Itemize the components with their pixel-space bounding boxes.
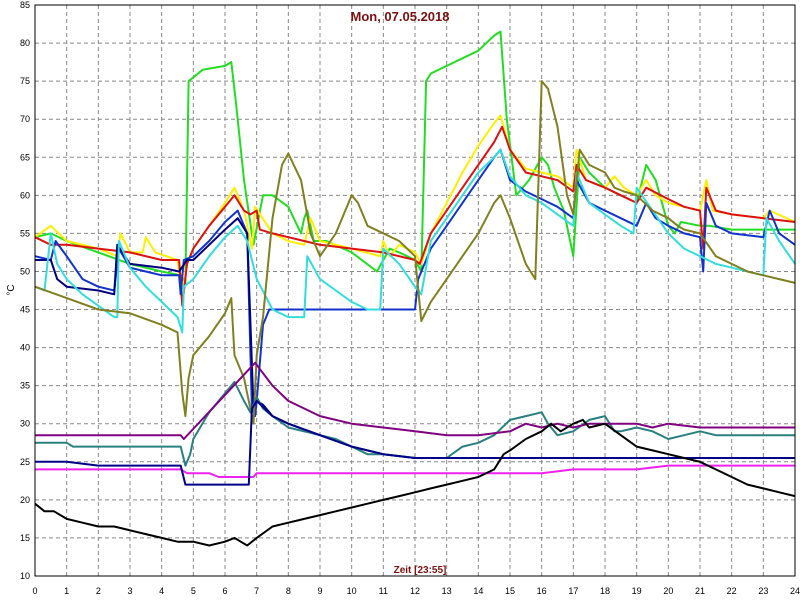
axis-ticks: 0 1 2 3 4 5 6 7 8 9 10 11 12 13 14 15 16 17 18 19 20 21 22 23 24… bbox=[20, 0, 800, 596]
x-tick-label: 13 bbox=[442, 586, 452, 596]
x-tick-label: 5 bbox=[191, 586, 196, 596]
x-tick-label: 20 bbox=[663, 586, 673, 596]
series-line-4 bbox=[34, 148, 796, 418]
y-tick-label: 60 bbox=[20, 190, 30, 200]
y-tick-label: 70 bbox=[20, 114, 30, 124]
x-tick-label: 7 bbox=[254, 586, 259, 596]
y-tick-label: 75 bbox=[20, 76, 30, 86]
x-axis-label: Zeit [23:55] bbox=[394, 565, 447, 576]
series-line-11 bbox=[35, 399, 795, 486]
y-tick-label: 50 bbox=[20, 266, 30, 276]
y-tick-label: 40 bbox=[20, 343, 30, 353]
x-tick-label: 18 bbox=[600, 586, 610, 596]
x-tick-label: 19 bbox=[632, 586, 642, 596]
x-tick-label: 12 bbox=[410, 586, 420, 596]
x-tick-label: 11 bbox=[379, 586, 388, 596]
x-tick-label: 17 bbox=[568, 586, 578, 596]
x-tick-label: 22 bbox=[727, 586, 737, 596]
series-line-9 bbox=[35, 361, 795, 440]
x-tick-label: 3 bbox=[127, 586, 132, 596]
x-tick-label: 16 bbox=[537, 586, 547, 596]
x-tick-label: 24 bbox=[790, 586, 800, 596]
y-tick-label: 80 bbox=[20, 38, 30, 48]
x-tick-label: 4 bbox=[159, 586, 164, 596]
y-tick-label: 25 bbox=[20, 457, 30, 467]
y-tick-label: 45 bbox=[20, 305, 30, 315]
x-tick-label: 21 bbox=[695, 586, 705, 596]
x-tick-label: 9 bbox=[317, 586, 322, 596]
y-tick-label: 20 bbox=[20, 495, 30, 505]
series-line-1 bbox=[34, 30, 795, 284]
x-tick-label: 8 bbox=[286, 586, 291, 596]
y-axis-label: °C bbox=[6, 284, 17, 295]
y-tick-label: 30 bbox=[20, 419, 30, 429]
y-tick-label: 65 bbox=[20, 152, 30, 162]
y-tick-label: 85 bbox=[20, 0, 30, 10]
x-tick-label: 6 bbox=[222, 586, 227, 596]
x-tick-label: 1 bbox=[64, 586, 69, 596]
y-tick-label: 15 bbox=[20, 533, 30, 543]
x-tick-label: 0 bbox=[32, 586, 37, 596]
chart-title: Mon, 07.05.2018 bbox=[351, 9, 450, 24]
y-tick-label: 35 bbox=[20, 381, 30, 391]
x-tick-label: 14 bbox=[473, 586, 483, 596]
series-line-12 bbox=[34, 418, 796, 547]
x-tick-label: 2 bbox=[96, 586, 101, 596]
series-line-7 bbox=[34, 80, 796, 425]
grid bbox=[35, 4, 796, 576]
y-tick-label: 55 bbox=[20, 228, 30, 238]
x-tick-label: 15 bbox=[505, 586, 515, 596]
x-tick-label: 10 bbox=[347, 586, 357, 596]
series-lines bbox=[34, 30, 796, 547]
plot-frame bbox=[34, 4, 796, 577]
y-tick-label: 10 bbox=[20, 571, 30, 581]
x-tick-label: 23 bbox=[758, 586, 768, 596]
series-line-10 bbox=[35, 464, 795, 478]
